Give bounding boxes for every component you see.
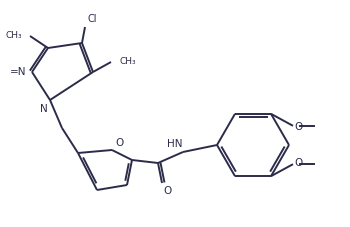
Text: Cl: Cl: [87, 14, 97, 24]
Text: O: O: [294, 122, 302, 132]
Text: CH₃: CH₃: [119, 57, 136, 67]
Text: =N: =N: [9, 67, 26, 77]
Text: O: O: [163, 186, 171, 196]
Text: O: O: [115, 138, 123, 148]
Text: N: N: [40, 104, 48, 114]
Text: O: O: [294, 158, 302, 168]
Text: CH₃: CH₃: [5, 32, 22, 40]
Text: HN: HN: [167, 139, 182, 149]
